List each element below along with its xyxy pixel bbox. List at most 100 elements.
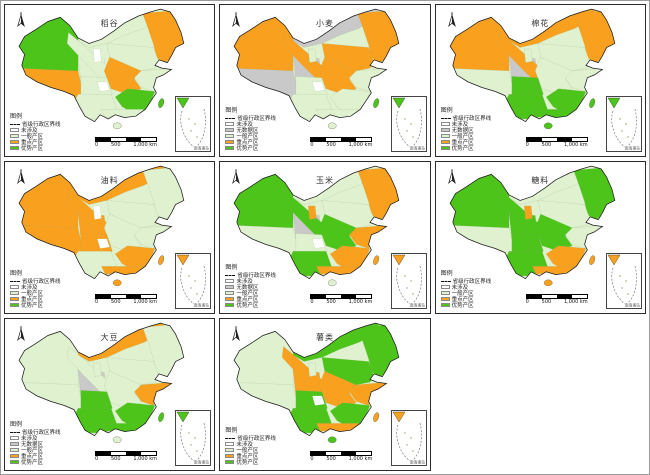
- north-arrow-icon: [17, 169, 25, 185]
- inset-label: 南海诸岛: [194, 303, 210, 308]
- inset-map-svg: [392, 97, 422, 148]
- legend-row: 优势产区: [225, 145, 276, 152]
- inset-taiwan: [392, 411, 406, 423]
- legend: 图例 省级行政区界线 未涉及 一般产区 重点产区 优势产区: [10, 111, 61, 152]
- north-arrow-icon: [447, 169, 456, 185]
- china-outline: [18, 322, 185, 437]
- inset-label: 南海诸岛: [624, 303, 640, 308]
- legend-swatch-orange: [10, 453, 19, 459]
- region-chongqing: [312, 395, 326, 406]
- legend-label: 重点产区: [21, 297, 44, 303]
- legend-label: 一般产区: [451, 134, 474, 140]
- scale-label: 500: [541, 299, 552, 305]
- legend-label: 省级行政区界线: [22, 122, 61, 128]
- legend-swatch-green: [10, 459, 19, 465]
- scale-label: 0: [95, 142, 99, 148]
- legend-row: 优势产区: [10, 459, 61, 466]
- china-outline: [233, 8, 400, 123]
- legend-label: 重点产区: [236, 140, 259, 146]
- legend-label: 无数据区: [21, 442, 44, 448]
- legend-label: 无数据区: [451, 128, 474, 134]
- legend-row: 一般产区: [225, 133, 276, 140]
- china-map-svg: [18, 322, 185, 444]
- region-hainan: [112, 279, 122, 287]
- panel-title: 薯类: [315, 333, 334, 342]
- region-taiwan: [158, 412, 165, 422]
- north-arrow-icon: [17, 326, 25, 342]
- legend-label: 省级行政区界线: [452, 116, 492, 122]
- legend-row: 省级行政区界线: [10, 429, 61, 436]
- legend-swatch-light: [10, 447, 19, 453]
- legend-swatch-orange: [10, 296, 19, 302]
- region-hainan: [112, 122, 122, 130]
- scale-label: 1,000 km: [348, 142, 373, 148]
- legend-row: 重点产区: [225, 453, 276, 460]
- scale-label: 1,000 km: [348, 456, 373, 462]
- south-china-sea-inset: 南海诸岛: [605, 253, 642, 309]
- legend-label: 一般产区: [21, 448, 44, 454]
- scale-bar: 0 500 1,000 km: [95, 451, 157, 462]
- inset-label: 南海诸岛: [409, 303, 425, 308]
- legend-swatch-orange: [225, 296, 235, 302]
- region-ningxia: [523, 48, 533, 63]
- legend: 图例 省级行政区界线 未涉及 一般产区 重点产区 优势产区: [440, 268, 492, 309]
- region-ningxia: [93, 205, 102, 220]
- region-ningxia: [93, 362, 102, 377]
- legend-row: 未涉及: [10, 284, 61, 291]
- legend-row: 省级行政区界线: [225, 115, 276, 122]
- legend: 图例 省级行政区界线 未涉及 无数据区 一般产区 重点产区 优势产区: [225, 262, 276, 309]
- region-taiwan: [588, 98, 595, 108]
- legend-row: 一般产区: [10, 290, 61, 297]
- inset-map-svg: [392, 411, 422, 462]
- legend-label: 未涉及: [451, 122, 469, 128]
- legend-title: 图例: [225, 264, 238, 271]
- scale-label: 0: [95, 456, 99, 462]
- scale-label: 0: [525, 299, 529, 305]
- region-hainan: [112, 436, 122, 444]
- panel-title: 油料: [100, 176, 119, 185]
- legend-swatch-light: [225, 447, 235, 453]
- scale-bar-segments: [95, 137, 157, 142]
- south-china-sea-inset: 南海诸岛: [390, 253, 427, 309]
- legend-label: 优势产区: [451, 303, 474, 309]
- legend-swatch-green: [225, 459, 235, 465]
- south-china-sea-inset: 南海诸岛: [175, 96, 212, 152]
- map-panel-p2: 小麦: [219, 4, 431, 157]
- region-tibet: [234, 225, 300, 256]
- legend-row: 未涉及: [10, 435, 61, 442]
- region-chongqing: [312, 238, 326, 249]
- legend-swatch-light: [225, 133, 235, 139]
- legend-label: 优势产区: [21, 303, 44, 309]
- legend-row: 一般产区: [10, 133, 61, 140]
- legend-swatch-light: [225, 290, 235, 296]
- scale-bar-labels: 0 500 1,000 km: [526, 142, 588, 148]
- region-hainan: [328, 436, 337, 444]
- legend-row: 未涉及: [225, 121, 276, 128]
- inset-map-svg: [176, 411, 207, 462]
- region-chongqing: [97, 238, 110, 249]
- legend-swatch-white: [440, 284, 450, 290]
- legend-row: 一般产区: [440, 290, 492, 297]
- inset-label: 南海诸岛: [194, 460, 210, 465]
- legend-label: 省级行政区界线: [237, 273, 276, 279]
- legend-title: 图例: [10, 421, 23, 428]
- china-map-svg: [449, 8, 615, 130]
- legend-swatch-white: [225, 441, 235, 447]
- legend-label: 重点产区: [236, 297, 259, 303]
- legend: 图例 省级行政区界线 未涉及 无数据区 一般产区 重点产区 优势产区: [10, 419, 61, 466]
- scale-bar-segments: [525, 294, 588, 299]
- panel-title: 小麦: [315, 19, 334, 28]
- scale-label: 500: [110, 142, 121, 148]
- legend-row: 未涉及: [440, 284, 492, 291]
- region-ningxia: [308, 362, 317, 377]
- legend-swatch-light: [10, 133, 19, 139]
- panel-title: 糖料: [531, 176, 550, 185]
- legend-row: 未涉及: [225, 441, 276, 448]
- scale-bar-labels: 0 500 1,000 km: [95, 299, 157, 305]
- china-map-svg: [18, 165, 185, 287]
- north-arrow-icon: [232, 169, 241, 185]
- scale-label: 1,000 km: [133, 456, 157, 462]
- scale-bar-labels: 0 500 1,000 km: [526, 299, 588, 305]
- legend-row: 重点产区: [10, 453, 61, 460]
- north-arrow-icon: [17, 12, 25, 28]
